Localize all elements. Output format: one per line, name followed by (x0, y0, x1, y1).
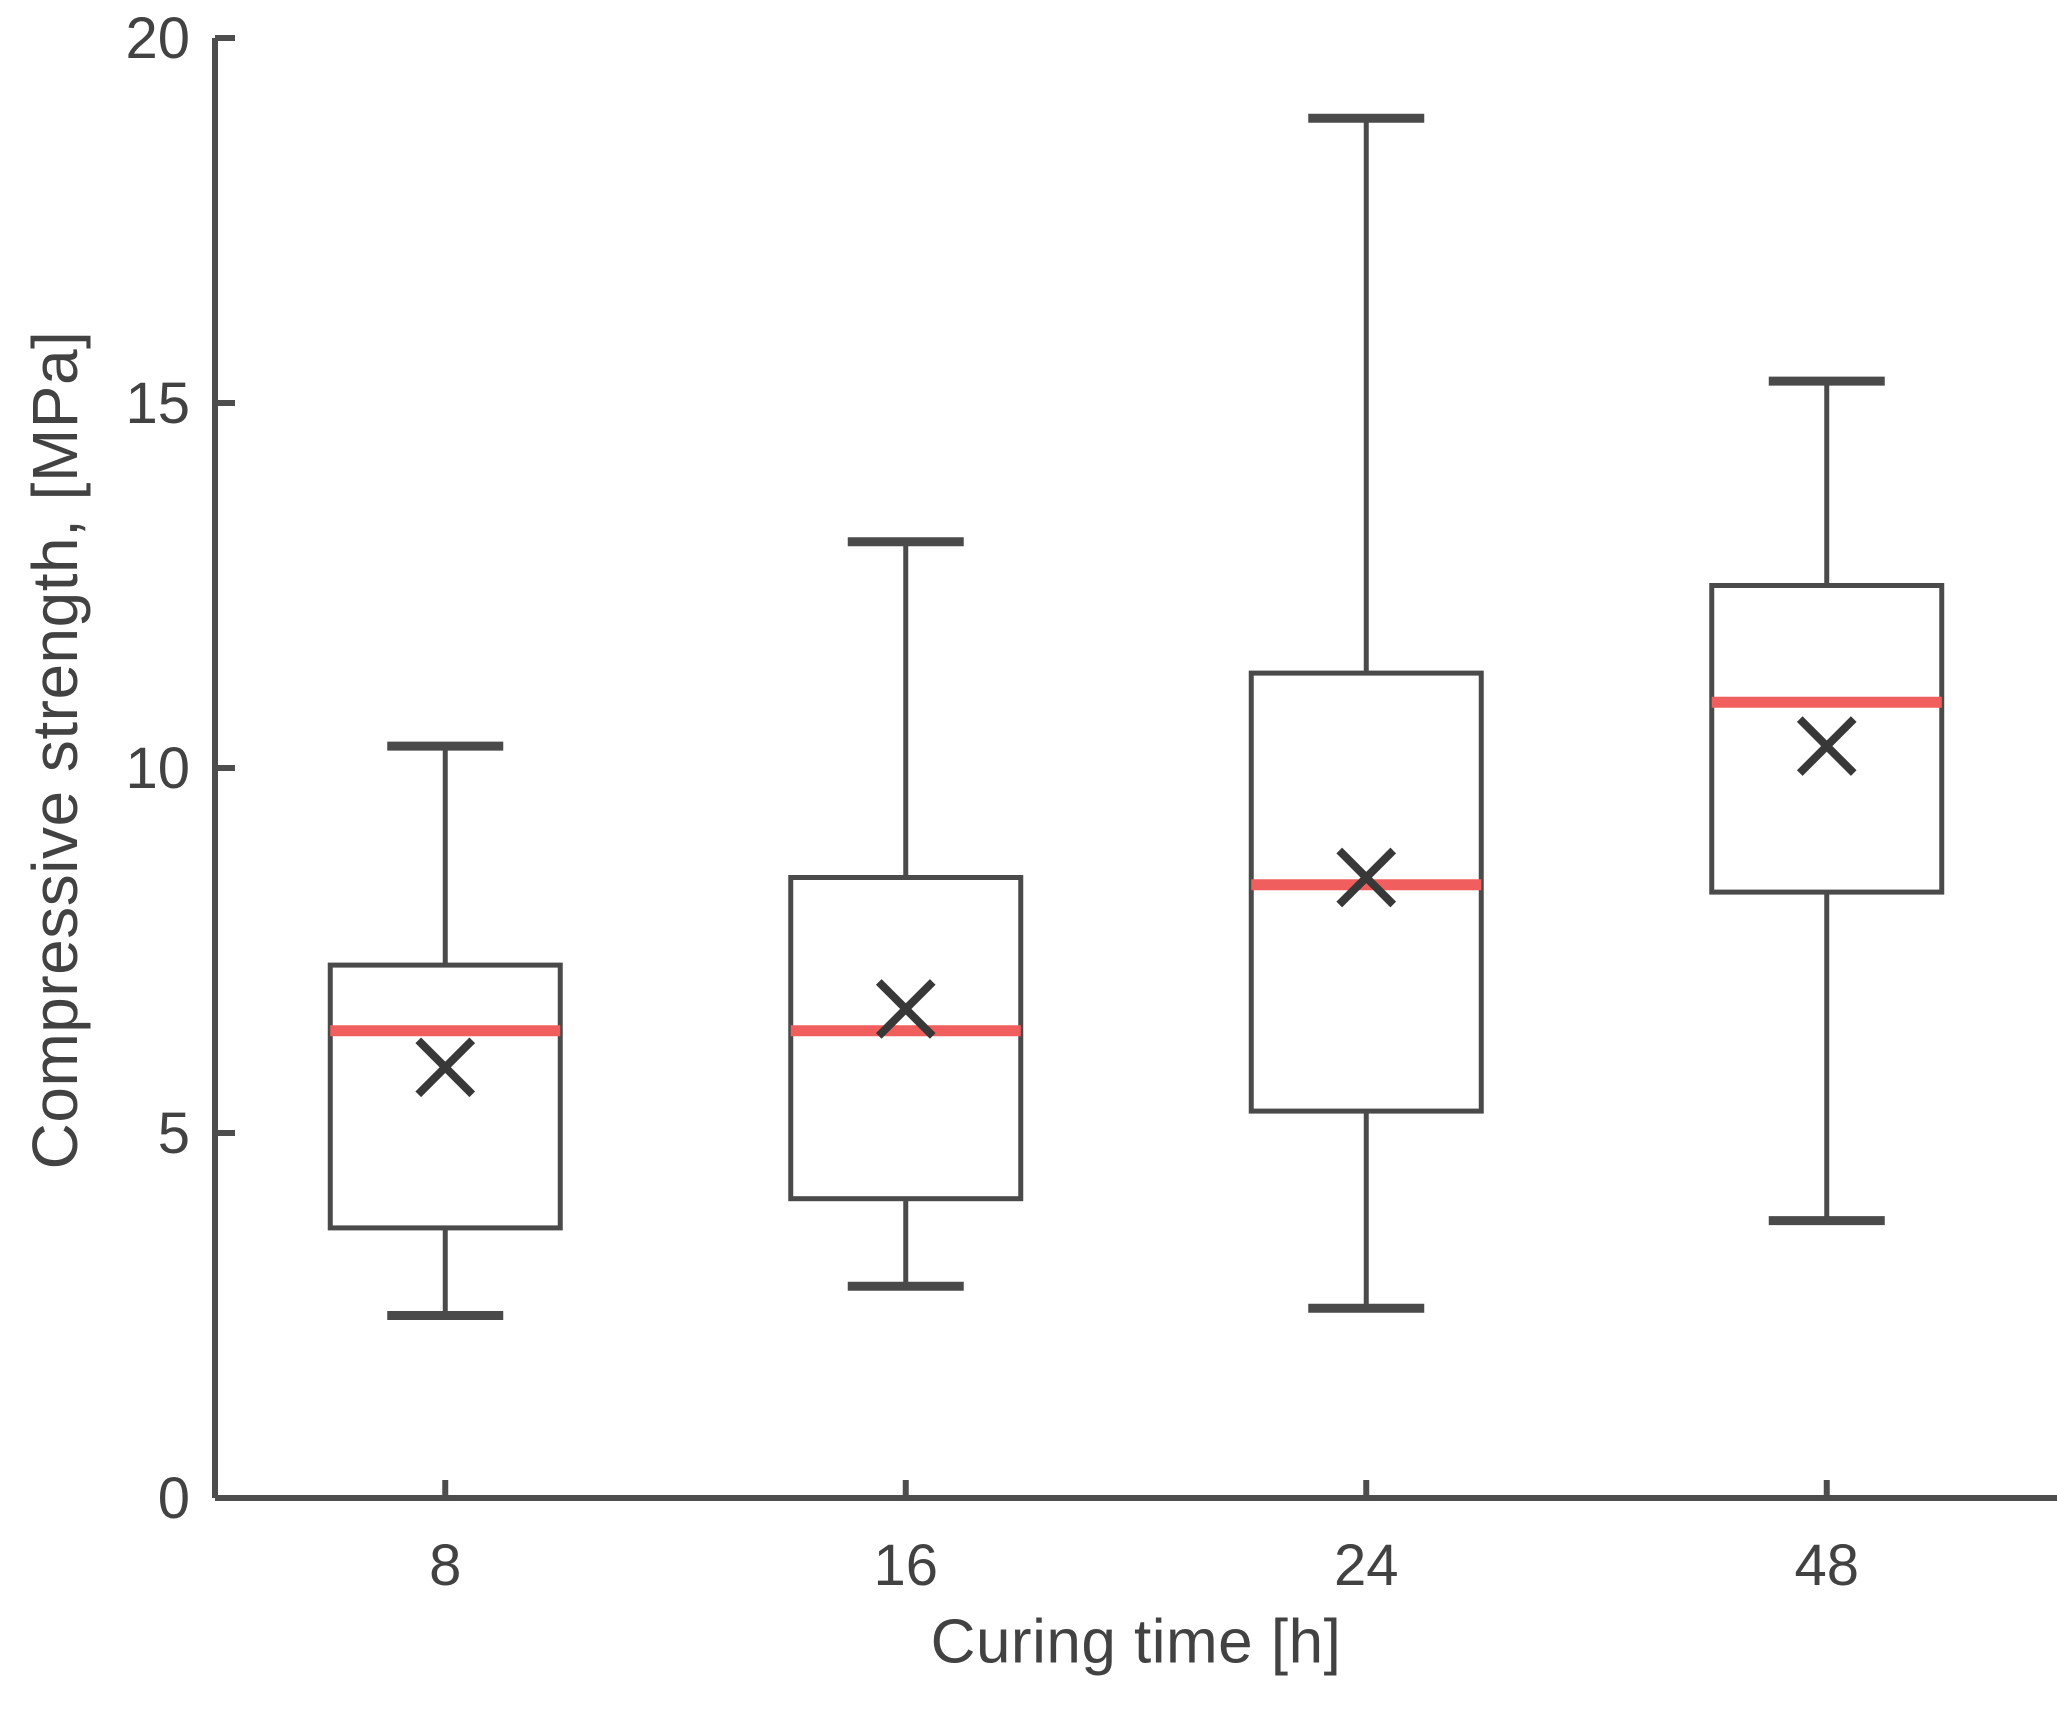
boxplot-24h-mean-x-icon (1336, 847, 1397, 908)
y-axis-title: Compressive strength, [MPa] (19, 330, 91, 1170)
x-tick-label-8: 8 (429, 1533, 461, 1598)
y-tick-label-10: 10 (125, 736, 190, 801)
boxplot-16h-iqr-box (788, 875, 1024, 1202)
y-tick-label-15: 15 (125, 371, 190, 436)
y-tick-label-0: 0 (158, 1466, 190, 1531)
x-tick-label-16: 16 (873, 1533, 938, 1598)
boxplot-8h-mean-x-icon (415, 1037, 476, 1098)
boxplot-8h-iqr-box (327, 962, 563, 1231)
y-tick-label-5: 5 (158, 1101, 190, 1166)
boxplot-48h-iqr-box (1709, 583, 1945, 895)
x-axis-title: Curing time [h] (930, 1607, 1342, 1677)
y-tick-label-20: 20 (125, 6, 190, 71)
boxplot-24h-iqr-box (1248, 670, 1484, 1114)
x-tick-label-24: 24 (1334, 1533, 1399, 1598)
boxplot-48h-mean-x-icon (1796, 716, 1857, 776)
x-tick-label-48: 48 (1794, 1533, 1859, 1598)
boxplot-16h-mean-x-icon (875, 979, 936, 1039)
